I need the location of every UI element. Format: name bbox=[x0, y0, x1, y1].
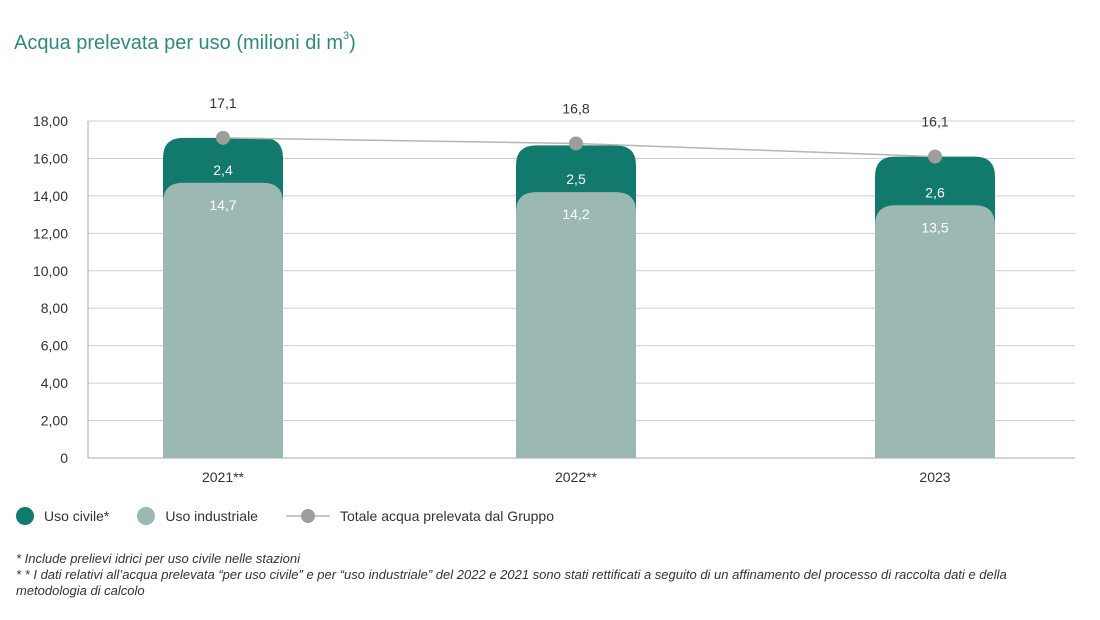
y-tick-label: 6,00 bbox=[41, 338, 68, 354]
footnotes: * Include prelievi idrici per uso civile… bbox=[16, 551, 1076, 599]
chart-title-close: ) bbox=[349, 32, 356, 54]
x-tick-label: 2023 bbox=[919, 469, 950, 485]
chart-title-text: Acqua prelevata per uso (milioni di m bbox=[14, 32, 344, 54]
y-tick-label: 12,00 bbox=[33, 225, 68, 241]
y-tick-label: 8,00 bbox=[41, 300, 68, 316]
y-tick-label: 14,00 bbox=[33, 188, 68, 204]
data-label-industriale: 14,2 bbox=[562, 206, 589, 222]
legend-line-marker bbox=[285, 509, 330, 523]
x-tick-label: 2021** bbox=[202, 469, 245, 485]
x-tick-label: 2022** bbox=[555, 469, 598, 485]
legend-swatch bbox=[16, 507, 34, 525]
y-tick-label: 16,00 bbox=[33, 150, 68, 166]
total-point bbox=[569, 136, 583, 151]
data-label-industriale: 14,7 bbox=[209, 197, 236, 213]
y-tick-label: 4,00 bbox=[41, 375, 68, 391]
y-tick-label: 18,00 bbox=[33, 113, 68, 129]
total-data-label: 16,1 bbox=[921, 114, 948, 130]
bar-uso-industriale bbox=[875, 205, 995, 458]
legend-label: Uso industriale bbox=[165, 508, 258, 524]
chart-title-superscript: 3 bbox=[343, 30, 350, 43]
y-tick-label: 0 bbox=[60, 450, 68, 466]
data-label-industriale: 13,5 bbox=[921, 219, 948, 235]
legend-item: Totale acqua prelevata dal Gruppo bbox=[285, 507, 555, 525]
bar-uso-industriale bbox=[516, 192, 636, 458]
y-tick-label: 10,00 bbox=[33, 263, 68, 279]
footnote-1: * Include prelievi idrici per uso civile… bbox=[16, 551, 300, 566]
y-tick-label: 2,00 bbox=[41, 413, 68, 429]
total-data-label: 16,8 bbox=[562, 100, 589, 116]
legend-item: Uso civile* bbox=[16, 507, 109, 525]
chart-legend: Uso civile* Uso industriale Totale acqua p… bbox=[16, 507, 582, 525]
total-point bbox=[928, 149, 942, 164]
footnote-2: * * I dati relativi all’acqua prelevata … bbox=[16, 567, 1007, 598]
data-label-civile: 2,5 bbox=[566, 171, 586, 187]
legend-label: Totale acqua prelevata dal Gruppo bbox=[339, 508, 555, 524]
legend-label: Uso civile* bbox=[44, 508, 110, 524]
total-point bbox=[216, 130, 230, 145]
stacked-bar-chart: 0 2,00 4,00 6,00 8,00 10,00 12,00 14,00 16,00 18,… bbox=[33, 95, 1075, 485]
bar-uso-industriale bbox=[163, 182, 283, 459]
data-label-civile: 2,6 bbox=[925, 184, 945, 200]
legend-swatch bbox=[137, 507, 156, 525]
chart-title: Acqua prelevata per uso (milioni di m3) bbox=[14, 30, 356, 55]
total-data-label: 17,1 bbox=[209, 95, 236, 111]
legend-item: Uso industriale bbox=[137, 507, 258, 525]
data-label-civile: 2,4 bbox=[213, 162, 233, 178]
